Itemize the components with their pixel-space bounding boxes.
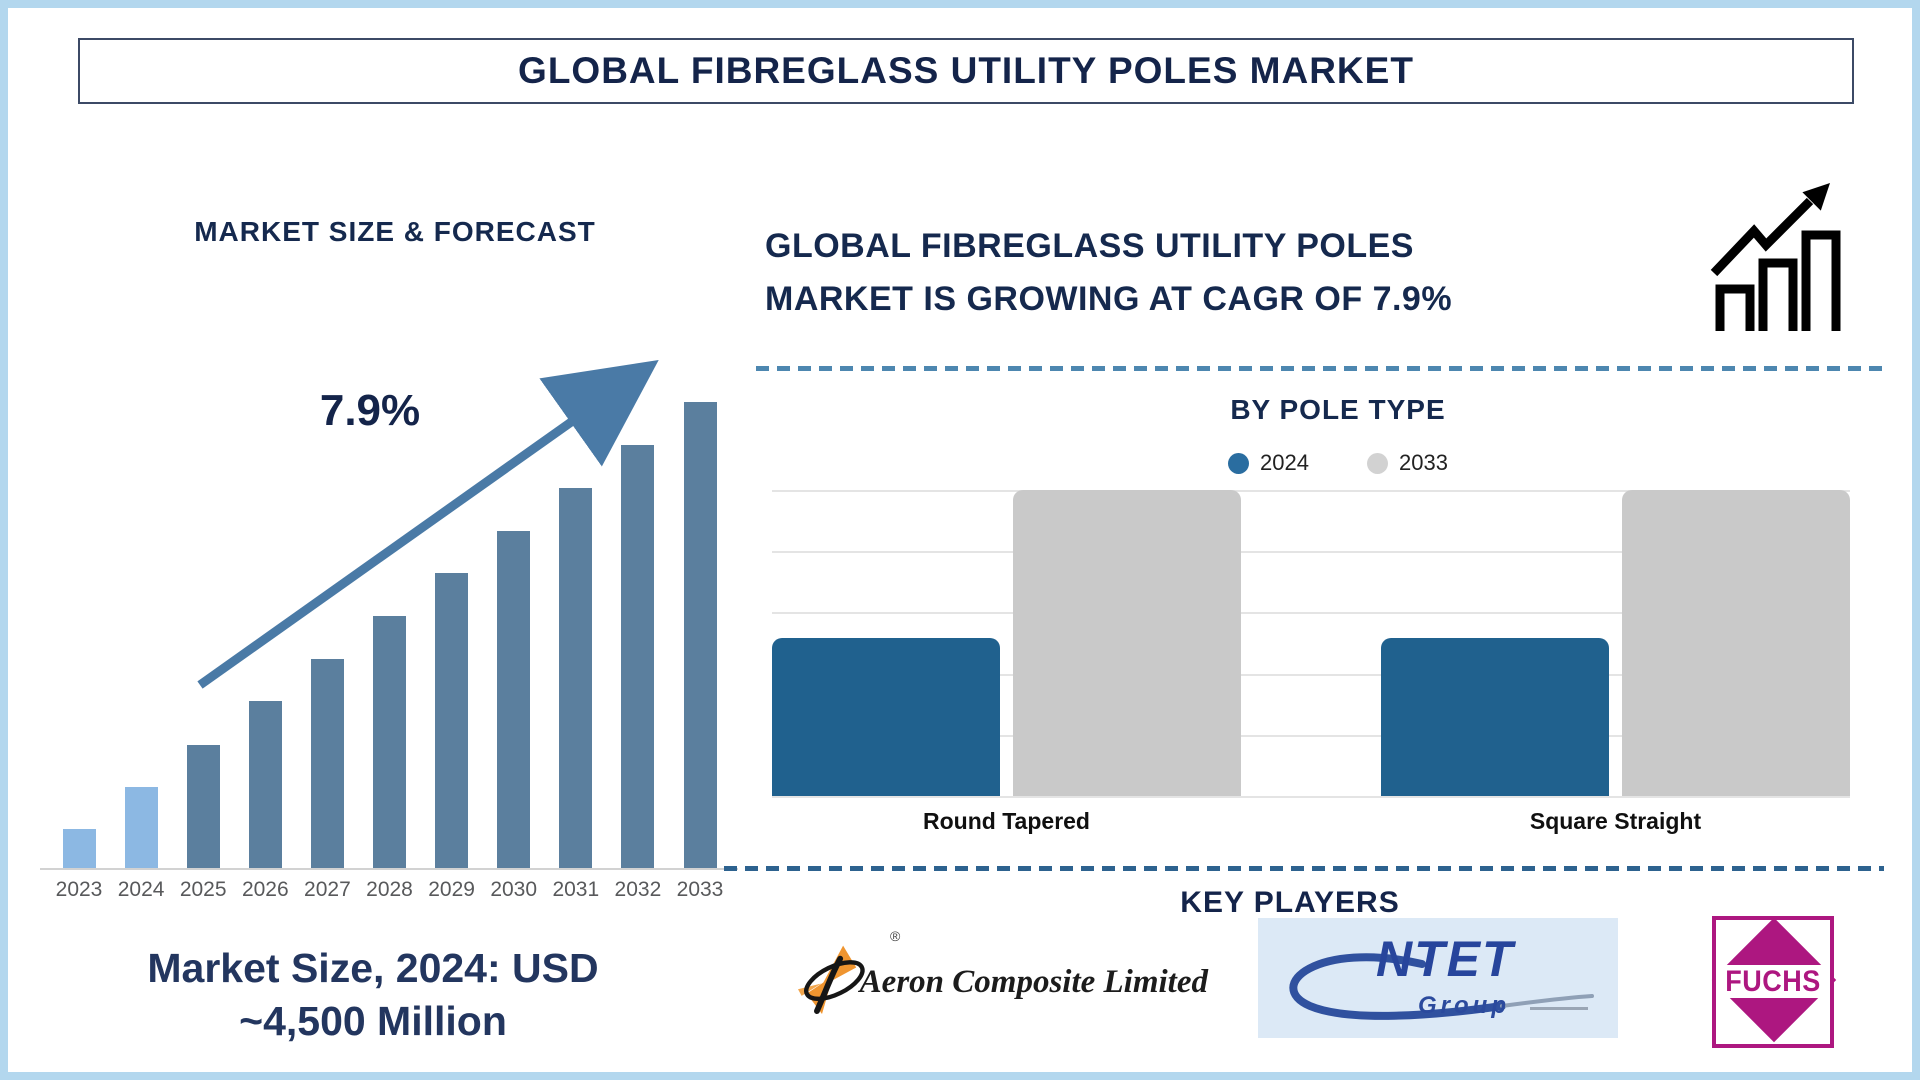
x-tick-2024: 2024 <box>117 878 165 901</box>
divider-dashed-top <box>756 366 1882 371</box>
title-banner: GLOBAL FIBREGLASS UTILITY POLES MARKET <box>78 38 1854 104</box>
ntet-logo-text: NTET <box>1376 931 1515 987</box>
x-tick-2025: 2025 <box>179 878 227 901</box>
ntet-swoosh-icon <box>1289 953 1594 1020</box>
gridline <box>772 551 1850 554</box>
gridline <box>772 673 1850 676</box>
category-label-square-straight: Square Straight <box>1529 808 1702 834</box>
legend-item-2024: 2024 <box>1228 450 1309 476</box>
market-size-bar-2026 <box>248 701 282 868</box>
category-label-round-tapered: Round Tapered <box>923 808 1090 834</box>
market-size-bar-2031 <box>559 488 593 868</box>
pole-type-bar-2024-square-straight <box>1381 638 1609 796</box>
pole-type-chart <box>772 490 1850 798</box>
x-tick-2028: 2028 <box>366 878 413 901</box>
x-tick-2026: 2026 <box>241 878 289 901</box>
fuchs-band: FUCHS <box>1716 964 1830 998</box>
x-axis-line <box>40 868 738 870</box>
x-tick-2027: 2027 <box>304 878 351 901</box>
market-size-note: Market Size, 2024: USD ~4,500 Million <box>53 942 693 1048</box>
cagr-statement: GLOBAL FIBREGLASS UTILITY POLES MARKET I… <box>765 220 1665 326</box>
market-size-bar-2028 <box>373 615 406 868</box>
growth-arrow-icon <box>197 360 659 689</box>
growth-chart-icon <box>1710 183 1841 331</box>
gridline <box>772 734 1850 737</box>
ntet-dash-decoration <box>1530 1007 1588 1010</box>
logo-aeron-composite: ® Aeron Composite Limited <box>798 928 1208 1034</box>
legend-item-2033: 2033 <box>1367 450 1448 476</box>
market-size-bar-2033 <box>683 402 717 868</box>
legend-label-2033: 2033 <box>1399 450 1448 475</box>
market-size-note-line1: Market Size, 2024: USD <box>147 945 599 991</box>
market-size-bar-2025 <box>186 745 220 868</box>
pole-type-legend: 2024 2033 <box>1088 448 1588 478</box>
market-size-bar-2030 <box>497 531 531 868</box>
pole-type-category-labels: Round Tapered Square Straight <box>772 808 1850 838</box>
market-size-forecast-heading: MARKET SIZE & FORECAST <box>194 216 596 247</box>
cagr-value-label: 7.9% <box>319 386 421 435</box>
market-size-bar-2024 <box>124 786 158 868</box>
pole-type-bar-2024-round-tapered <box>772 638 1000 796</box>
logo-ntet-group: NTET Group <box>1258 918 1618 1038</box>
pole-type-bar-2033-square-straight <box>1622 490 1850 796</box>
market-size-bar-2029 <box>435 573 469 868</box>
x-tick-2030: 2030 <box>490 878 538 901</box>
fuchs-logo-text: FUCHS <box>1725 964 1821 998</box>
divider-dashed-bottom <box>724 866 1884 871</box>
x-tick-2031: 2031 <box>552 878 600 901</box>
gridline <box>772 612 1850 615</box>
ntet-logo-subtext: Group <box>1418 992 1510 1019</box>
aeron-logo-mark-icon <box>798 945 865 1015</box>
key-players-heading: KEY PLAYERS <box>1180 886 1400 919</box>
legend-label-2024: 2024 <box>1260 450 1309 475</box>
legend-dot-2024 <box>1228 452 1250 474</box>
x-tick-2023: 2023 <box>55 878 103 901</box>
cagr-statement-line2: MARKET IS GROWING AT CAGR OF 7.9% <box>765 280 1453 318</box>
aeron-logo-text: Aeron Composite Limited <box>859 963 1208 1000</box>
gridline <box>772 796 1850 798</box>
x-axis-labels: 2023 2024 2025 2026 2027 2028 2029 2030 2031 2032… <box>48 878 738 908</box>
cagr-statement-line1: GLOBAL FIBREGLASS UTILITY POLES <box>765 227 1414 265</box>
gridline <box>772 490 1850 492</box>
market-size-bar-2027 <box>310 659 344 868</box>
pole-type-bar-2033-round-tapered <box>1013 490 1241 796</box>
logo-fuchs: FUCHS <box>1711 916 1837 1048</box>
x-tick-2033: 2033 <box>676 878 724 901</box>
page-title: GLOBAL FIBREGLASS UTILITY POLES MARKET <box>518 50 1414 91</box>
market-size-bar-2032 <box>621 444 655 868</box>
market-size-chart <box>48 402 738 868</box>
market-size-note-line2: ~4,500 Million <box>239 998 507 1044</box>
x-tick-2032: 2032 <box>614 878 662 901</box>
market-size-bar-2023 <box>62 829 96 868</box>
x-tick-2029: 2029 <box>428 878 475 901</box>
registered-trademark-icon: ® <box>890 928 901 944</box>
pole-type-heading: BY POLE TYPE <box>1230 394 1446 425</box>
legend-dot-2033 <box>1367 452 1388 474</box>
